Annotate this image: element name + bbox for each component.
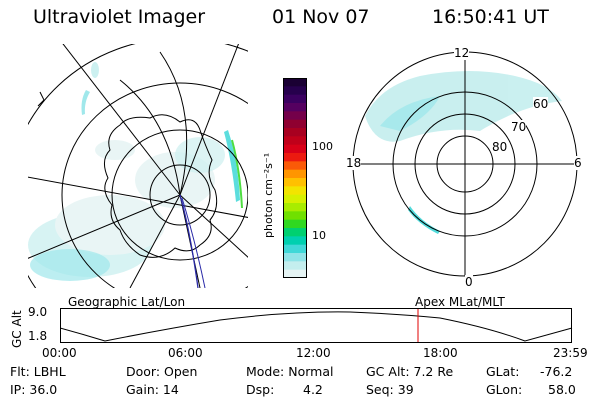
geographic-map: [28, 44, 248, 288]
colorbar-segment: [283, 211, 307, 221]
polar-mlt-plot: [352, 51, 578, 277]
colorbar-segment: [283, 169, 307, 179]
emission-patches: [28, 62, 243, 281]
glon-label: GLon:: [486, 382, 523, 397]
app-title: Ultraviolet Imager: [33, 6, 206, 28]
door-info: Door: Open: [126, 364, 198, 379]
colorbar-segment: [283, 219, 307, 229]
altitude-curve: [60, 311, 573, 342]
mode-info: Mode: Normal: [246, 364, 334, 379]
mlt-label-0: 0: [465, 275, 473, 289]
mlt-label-6: 6: [574, 156, 582, 170]
mlt-label-12: 12: [454, 46, 470, 60]
colorbar-segment: [283, 103, 307, 112]
colorbar-segment: [283, 94, 307, 104]
colorbar-segment: [283, 186, 307, 196]
colorbar-segment: [283, 228, 307, 237]
date-label: 01 Nov 07: [272, 6, 370, 28]
xtick-1800: 18:00: [423, 346, 458, 360]
apex-label: Apex MLat/MLT: [415, 295, 505, 309]
colorbar-segment: [283, 136, 307, 146]
colorbar-segment: [283, 78, 307, 87]
altitude-ytick-min: 1.8: [28, 329, 48, 343]
colorbar-segment: [283, 261, 307, 271]
dsp-label: Dsp:: [246, 382, 275, 397]
colorbar-unit-label: photon cm⁻²s⁻¹: [262, 152, 275, 238]
geographic-label: Geographic Lat/Lon: [68, 295, 186, 309]
colorbar-border: [283, 78, 307, 278]
colorbar-tick-10: 10: [312, 229, 326, 242]
altitude-ytick-max: 9.0: [28, 305, 48, 319]
dsp-value: 4.2: [303, 382, 323, 397]
colorbar-tick-100: 100: [312, 140, 333, 153]
colorbar-segment: [283, 178, 307, 187]
lat-lon-grid: [28, 44, 248, 288]
mlat-label-70: 70: [511, 120, 527, 134]
glon-value: 58.0: [548, 382, 576, 397]
xtick-2359: 23:59: [553, 346, 588, 360]
color-scale-bar: [283, 78, 307, 278]
mlat-label-80: 80: [492, 140, 508, 154]
colorbar-segment: [283, 244, 307, 254]
seq-info: Seq: 39: [366, 382, 414, 397]
colorbar-segment: [283, 194, 307, 204]
colorbar-segment: [283, 128, 307, 137]
colorbar-segment: [283, 269, 307, 278]
gcalt-info: GC Alt: 7.2 Re: [366, 364, 454, 379]
altitude-plot: [60, 308, 573, 343]
time-label: 16:50:41 UT: [432, 6, 549, 28]
altitude-ylabel: GC Alt: [10, 310, 24, 348]
satellite-track: [179, 194, 199, 288]
glat-label: GLat:: [486, 364, 520, 379]
xtick-1200: 12:00: [296, 346, 331, 360]
colorbar-segment: [283, 153, 307, 162]
xtick-0000: 00:00: [42, 346, 77, 360]
colorbar-segment: [283, 161, 307, 171]
xtick-0600: 06:00: [168, 346, 203, 360]
mlat-label-60: 60: [533, 97, 549, 111]
colorbar-segment: [283, 144, 307, 154]
colorbar-segment: [283, 203, 307, 212]
polar-emission-patches: [365, 71, 562, 234]
gain-info: Gain: 14: [126, 382, 179, 397]
mlt-label-18: 18: [346, 156, 362, 170]
colorbar-segment: [283, 253, 307, 262]
colorbar-segment: [283, 111, 307, 121]
colorbar-segment: [283, 119, 307, 129]
colorbar-segment: [283, 236, 307, 246]
flt-info: Flt: LBHL: [10, 364, 66, 379]
glat-value: -76.2: [540, 364, 573, 379]
ip-info: IP: 36.0: [10, 382, 58, 397]
colorbar-segment: [283, 86, 307, 96]
coastline-outline: [104, 114, 218, 258]
